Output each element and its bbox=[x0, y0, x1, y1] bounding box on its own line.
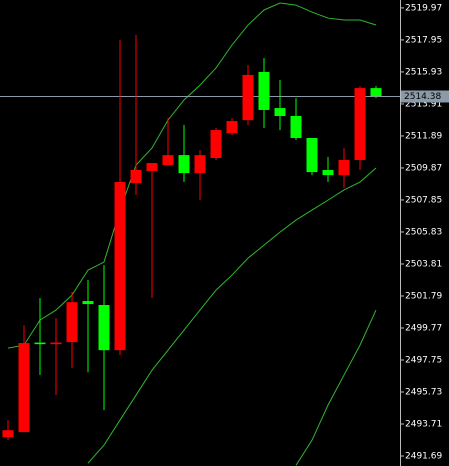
y-tick-label: 2491.69 bbox=[405, 452, 442, 462]
candle-body bbox=[274, 108, 286, 116]
candle-body bbox=[210, 130, 222, 158]
y-tick-label: 2507.85 bbox=[405, 195, 442, 205]
y-tick-label: 2519.97 bbox=[405, 3, 442, 13]
candle-body bbox=[354, 88, 366, 161]
y-tick-label: 2499.77 bbox=[405, 323, 442, 333]
y-tick-label: 2513.91 bbox=[405, 99, 442, 109]
candle-body bbox=[290, 115, 302, 139]
last-price-label: 2514.38 bbox=[404, 92, 441, 102]
y-tick-label: 2509.87 bbox=[405, 163, 442, 173]
y-tick-label: 2505.83 bbox=[405, 227, 442, 237]
y-tick-label: 2503.81 bbox=[405, 259, 442, 269]
y-tick-label: 2501.79 bbox=[405, 291, 442, 301]
candle-body bbox=[18, 343, 30, 433]
band-line bbox=[295, 309, 377, 466]
candle-body bbox=[162, 155, 174, 166]
y-tick-label: 2517.95 bbox=[405, 35, 442, 45]
candle-body bbox=[146, 163, 158, 171]
candle-body bbox=[226, 121, 238, 134]
candle-body bbox=[306, 138, 318, 173]
candle-body bbox=[194, 155, 206, 174]
candle-body bbox=[82, 301, 94, 305]
band-line bbox=[7, 2, 377, 349]
candle-body bbox=[370, 88, 382, 97]
candle-body bbox=[130, 170, 142, 184]
y-tick-label: 2495.73 bbox=[405, 388, 442, 398]
candle-body bbox=[2, 430, 14, 438]
candle-body bbox=[258, 71, 270, 110]
candle-body bbox=[338, 160, 350, 176]
candle-body bbox=[34, 342, 46, 345]
candle-body bbox=[114, 182, 126, 351]
candle-body bbox=[178, 155, 190, 174]
candle-body bbox=[66, 302, 78, 343]
y-tick-label: 2497.75 bbox=[405, 355, 442, 365]
candle-body bbox=[50, 342, 62, 345]
candle-body bbox=[98, 305, 110, 351]
y-tick-label: 2493.71 bbox=[405, 420, 442, 430]
band-line bbox=[87, 167, 377, 464]
y-tick-label: 2511.89 bbox=[405, 131, 442, 141]
candle-body bbox=[242, 74, 254, 121]
candle-body bbox=[322, 170, 334, 176]
last-price-box bbox=[401, 90, 449, 103]
y-tick-label: 2515.93 bbox=[405, 67, 442, 77]
